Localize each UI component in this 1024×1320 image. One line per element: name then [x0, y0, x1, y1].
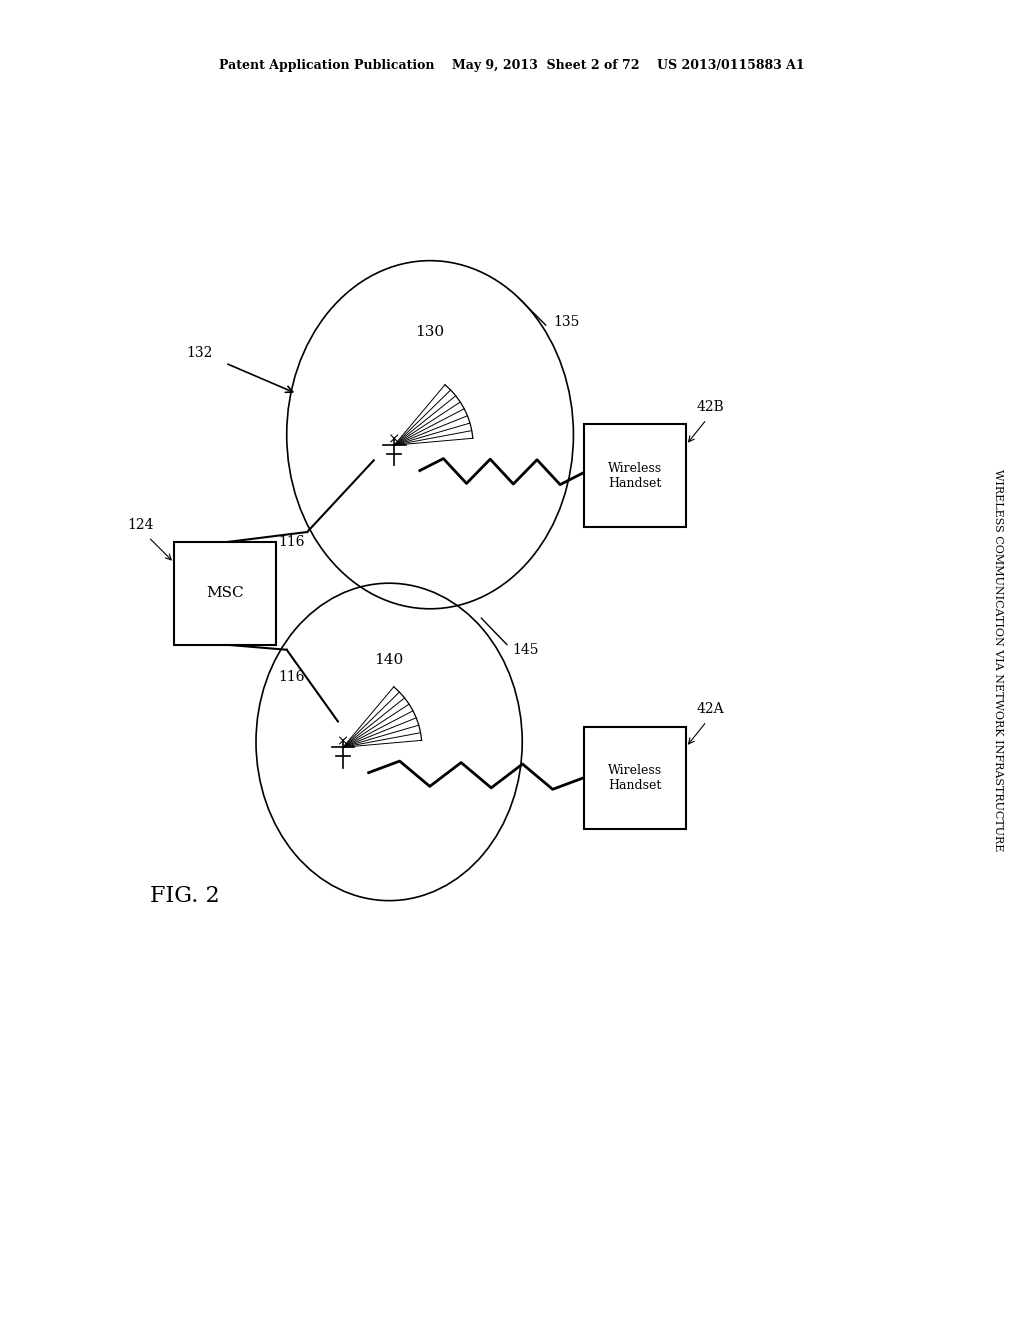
- Text: 42B: 42B: [696, 400, 724, 414]
- Text: 124: 124: [127, 517, 154, 532]
- Text: 135: 135: [553, 315, 580, 329]
- FancyBboxPatch shape: [584, 425, 686, 527]
- Text: WIRELESS COMMUNICATION VIA NETWORK INFRASTRUCTURE: WIRELESS COMMUNICATION VIA NETWORK INFRA…: [993, 469, 1004, 851]
- Text: 145: 145: [512, 643, 539, 657]
- Text: 140: 140: [375, 653, 403, 667]
- Text: 116: 116: [279, 671, 305, 684]
- Text: 132: 132: [186, 346, 213, 360]
- Text: MSC: MSC: [207, 586, 244, 601]
- Text: FIG. 2: FIG. 2: [150, 884, 219, 907]
- Text: Wireless
Handset: Wireless Handset: [608, 462, 662, 490]
- Text: Wireless
Handset: Wireless Handset: [608, 764, 662, 792]
- FancyBboxPatch shape: [584, 726, 686, 829]
- Text: 42A: 42A: [696, 702, 724, 717]
- FancyBboxPatch shape: [174, 543, 276, 644]
- Text: 130: 130: [416, 325, 444, 339]
- Text: Patent Application Publication    May 9, 2013  Sheet 2 of 72    US 2013/0115883 : Patent Application Publication May 9, 20…: [219, 59, 805, 73]
- Text: 116: 116: [279, 535, 305, 549]
